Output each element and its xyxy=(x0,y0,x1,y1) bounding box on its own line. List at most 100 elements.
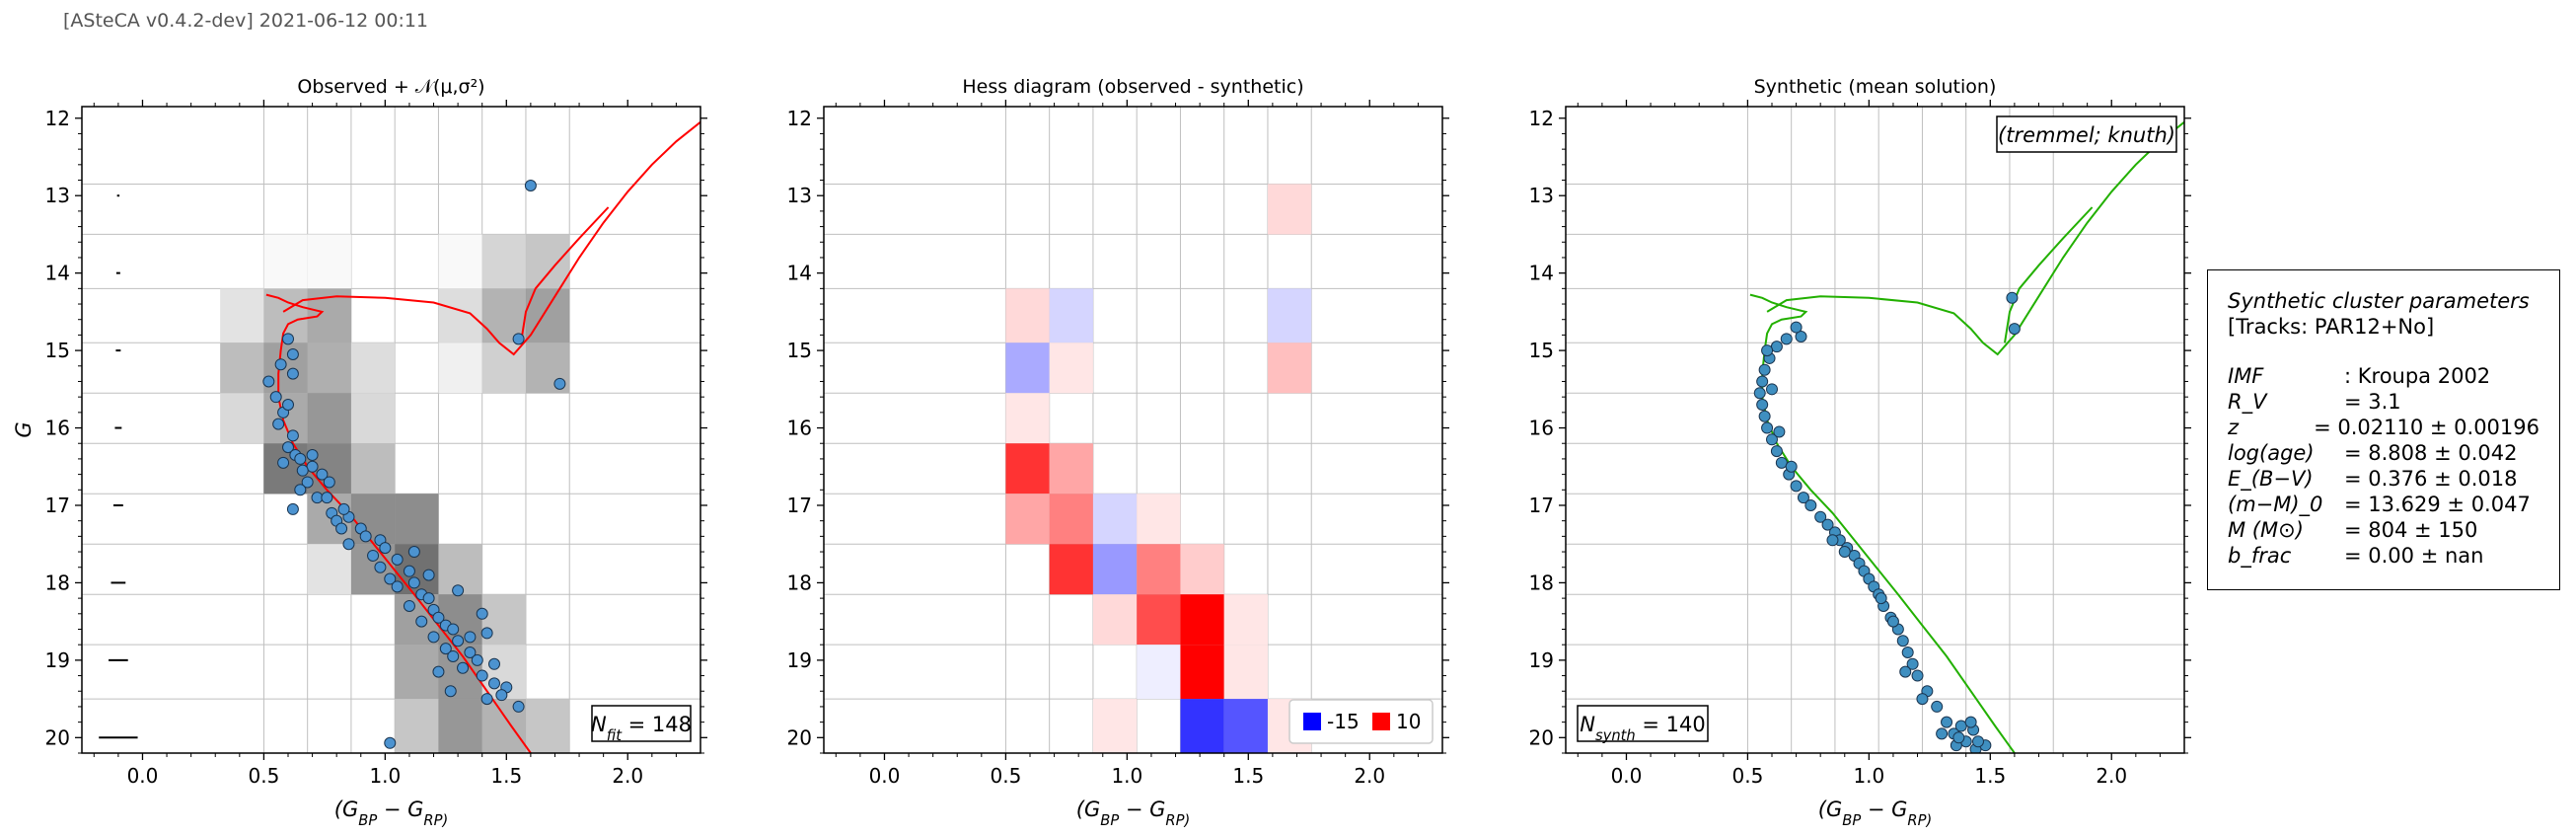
params-box: Synthetic cluster parameters [Tracks: PA… xyxy=(2207,269,2560,590)
isochrone-line xyxy=(520,206,610,343)
panel-3: 0.0 0.5 1.0 1.5 2.0 12 13 14 15 16 17 18 19 20 Synthet… xyxy=(1529,76,2191,788)
y-tick-label: 17 xyxy=(1529,494,1554,517)
y-tick-label: 15 xyxy=(787,339,812,362)
data-point xyxy=(294,452,307,465)
y-tick-label: 15 xyxy=(1529,339,1554,362)
data-point xyxy=(1804,498,1817,511)
x-tick-label: 2.0 xyxy=(612,764,643,788)
data-point xyxy=(1875,592,1887,605)
data-point xyxy=(495,689,508,702)
data-point xyxy=(296,464,309,477)
data-point xyxy=(439,643,452,655)
y-tick-label: 18 xyxy=(45,571,70,594)
data-point xyxy=(452,635,465,647)
param-label-rv: R_V xyxy=(2228,390,2267,414)
data-point xyxy=(1821,518,1834,531)
hess-cell xyxy=(1049,342,1093,394)
y-tick-label: 14 xyxy=(45,262,70,285)
y-tick-label: 12 xyxy=(1529,107,1554,130)
data-point xyxy=(1756,399,1769,412)
axes-frame xyxy=(823,106,1443,754)
y-tick-label: 16 xyxy=(45,417,70,440)
hess-cell xyxy=(1092,594,1138,646)
x-tick-label: 2.0 xyxy=(2096,764,2127,788)
density-cell xyxy=(307,234,351,289)
data-point xyxy=(427,631,440,644)
x-tick-label: 0.5 xyxy=(249,764,280,788)
hess-cell xyxy=(1223,699,1268,753)
hess-cell xyxy=(1092,699,1138,753)
density-cell xyxy=(220,288,264,343)
isochrone-line xyxy=(1749,293,2016,753)
data-point xyxy=(1936,727,1949,740)
hess-cell xyxy=(1049,494,1093,545)
data-point xyxy=(1758,363,1771,376)
data-point xyxy=(407,546,420,559)
data-point xyxy=(286,367,299,380)
data-point xyxy=(282,399,294,412)
data-point xyxy=(342,538,355,551)
data-point xyxy=(1785,460,1798,473)
data-point xyxy=(422,592,435,605)
data-point xyxy=(422,569,435,581)
legend-box xyxy=(1288,699,1434,744)
param-label-imf: IMF xyxy=(2228,364,2264,388)
data-point xyxy=(1911,669,1924,682)
y-tick-label: 13 xyxy=(1529,184,1554,207)
y-tick-label: 19 xyxy=(1529,648,1554,672)
data-point xyxy=(464,631,477,644)
data-point xyxy=(1931,700,1944,713)
data-point xyxy=(464,647,477,659)
x-tick-label: 0.5 xyxy=(1732,764,1764,788)
annotation-text: Nsynth = 140 xyxy=(1580,713,1705,744)
data-point xyxy=(316,468,329,481)
data-point xyxy=(1901,647,1914,659)
data-point xyxy=(471,653,483,666)
y-tick-label: 12 xyxy=(45,107,70,130)
hess-cell xyxy=(1137,594,1181,646)
data-point xyxy=(1941,716,1953,728)
density-cell xyxy=(481,342,526,394)
panel-title: Synthetic (mean solution) xyxy=(1754,76,1997,98)
isochrone-line xyxy=(2004,206,2094,343)
data-point xyxy=(374,561,387,573)
data-point xyxy=(432,611,445,624)
y-tick-label: 12 xyxy=(787,107,812,130)
data-point xyxy=(367,549,380,562)
data-point xyxy=(384,572,397,585)
density-cell xyxy=(350,443,396,495)
density-cell xyxy=(525,288,570,343)
data-point xyxy=(286,502,299,515)
data-point xyxy=(476,607,488,620)
data-point xyxy=(512,333,525,345)
data-point xyxy=(1826,534,1839,547)
data-point xyxy=(457,661,470,674)
hess-cell xyxy=(1137,544,1181,595)
data-point xyxy=(337,502,350,515)
density-cell xyxy=(438,288,482,343)
density-cell xyxy=(438,234,482,289)
isochrone-line xyxy=(1766,120,2184,356)
data-point xyxy=(1899,665,1912,678)
param-value-distmod: = 13.629 ± 0.047 xyxy=(2344,493,2531,516)
data-point xyxy=(488,677,500,690)
x-tick-label: 1.5 xyxy=(490,764,522,788)
data-point xyxy=(403,565,415,577)
hess-cell xyxy=(1180,544,1224,595)
data-point xyxy=(444,685,457,698)
hess-cell xyxy=(1267,288,1312,343)
data-point xyxy=(403,599,415,612)
y-tick-label: 20 xyxy=(1529,725,1554,749)
panel-1: 0.0 0.5 1.0 1.5 2.0 12 13 14 15 16 17 18 19 20 Observe… xyxy=(12,76,707,788)
data-point xyxy=(384,736,397,749)
data-point xyxy=(1758,410,1771,422)
data-point xyxy=(286,348,299,361)
data-point xyxy=(335,522,348,535)
param-label-distmod: (m−M)_0 xyxy=(2228,493,2323,516)
params-tracks: [Tracks: PAR12+No] xyxy=(2228,315,2435,339)
y-tick-label: 18 xyxy=(1529,571,1554,594)
y-tick-label: 19 xyxy=(45,648,70,672)
data-point xyxy=(1838,546,1851,559)
data-point xyxy=(359,530,372,543)
